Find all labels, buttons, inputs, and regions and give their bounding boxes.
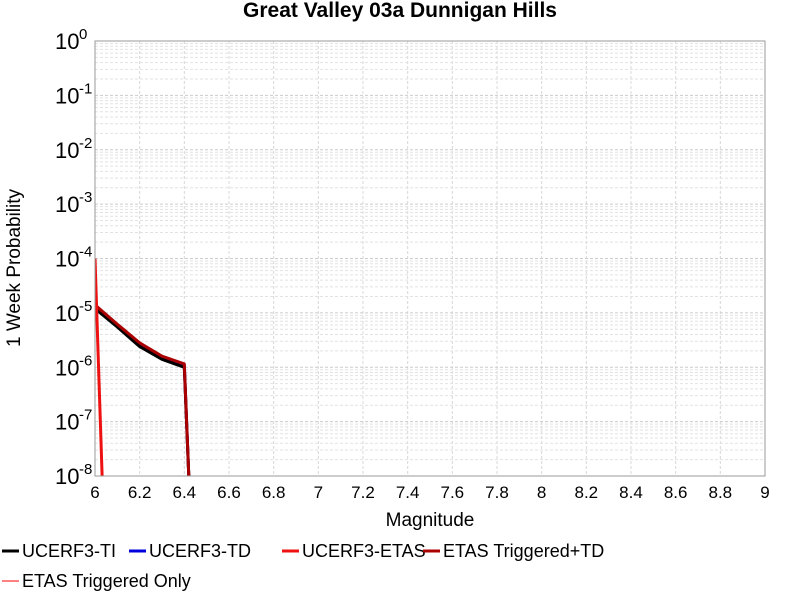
x-tick-label: 8.6: [664, 483, 688, 502]
x-tick-label: 8.4: [619, 483, 643, 502]
y-tick-label: 10: [55, 301, 79, 326]
grid: [94, 40, 766, 477]
x-tick-label: 7.6: [441, 483, 465, 502]
y-tick-label: 10: [55, 192, 79, 217]
y-tick-exponent: -7: [79, 407, 92, 424]
x-tick-label: 6.6: [217, 483, 241, 502]
x-axis-ticks: 6 6.2 6.4 6.6 6.8 7 7.2 7.4 7.6 7.8 8 8.2 8.4 8.6 8.8 9: [90, 483, 769, 502]
y-tick-label: 10: [55, 247, 79, 272]
x-tick-label: 7: [314, 483, 323, 502]
x-tick-label: 7.4: [396, 483, 420, 502]
y-tick-label: 10: [55, 83, 79, 108]
x-tick-label: 7.2: [351, 483, 375, 502]
series-line-ucerf3-etas: [95, 258, 104, 476]
y-tick-exponent: -4: [79, 244, 92, 261]
x-tick-label: 6.8: [262, 483, 286, 502]
x-tick-label: 8.8: [709, 483, 733, 502]
x-tick-label: 7.8: [485, 483, 509, 502]
y-tick-exponent: 0: [79, 26, 87, 43]
legend-label-etas-triggered-only: ETAS Triggered Only: [22, 571, 191, 591]
chart-title: Great Valley 03a Dunnigan Hills: [243, 0, 557, 22]
x-axis-label: Magnitude: [386, 510, 475, 531]
legend-label-ucerf3-etas: UCERF3-ETAS: [302, 541, 426, 561]
x-tick-label: 8: [537, 483, 546, 502]
legend-label-ucerf3-ti: UCERF3-TI: [22, 541, 116, 561]
y-tick-exponent: -3: [79, 189, 92, 206]
legend: UCERF3-TI UCERF3-TD UCERF3-ETAS ETAS Trigge…: [2, 541, 604, 591]
x-tick-label: 6.4: [173, 483, 197, 502]
x-tick-label: 9: [760, 483, 769, 502]
legend-label-ucerf3-td: UCERF3-TD: [149, 541, 251, 561]
y-tick-label: 10: [55, 29, 79, 54]
y-tick-label: 10: [55, 410, 79, 435]
y-tick-exponent: -6: [79, 352, 92, 369]
x-tick-label: 8.2: [575, 483, 599, 502]
series-line-etas-triggered-td: [95, 303, 191, 476]
y-tick-label: 10: [55, 138, 79, 163]
y-tick-label: 10: [55, 355, 79, 380]
y-tick-exponent: -5: [79, 298, 92, 315]
x-tick-label: 6: [90, 483, 99, 502]
plot-frame: [94, 40, 766, 477]
y-axis-label: 1 Week Probability: [4, 188, 25, 347]
x-tick-label: 6.2: [128, 483, 152, 502]
y-tick-exponent: -2: [79, 135, 92, 152]
y-tick-exponent: -1: [79, 80, 92, 97]
y-tick-exponent: -8: [79, 461, 92, 478]
y-tick-label: 10: [55, 464, 79, 489]
series-lines: [95, 258, 191, 476]
legend-label-etas-triggered-td: ETAS Triggered+TD: [443, 541, 604, 561]
